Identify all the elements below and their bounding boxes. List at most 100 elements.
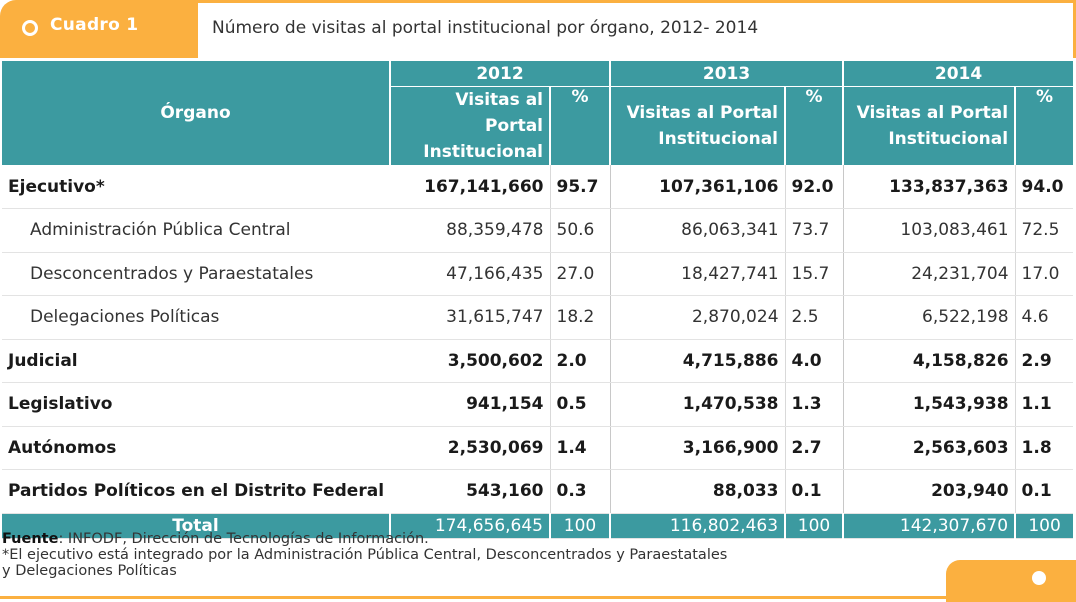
header: Cuadro 1 Número de visitas al portal ins… <box>0 0 1076 58</box>
row-label: Judicial <box>2 339 390 383</box>
pct-2012: 1.4 <box>549 426 611 470</box>
ejecutivo-note-line2: y Delegaciones Políticas <box>2 563 177 579</box>
pct-2013: 15.7 <box>784 252 844 296</box>
pct-header-2013: % <box>784 86 844 165</box>
fuente-text: : INFODF, Dirección de Tecnologías de In… <box>58 531 429 547</box>
total-pct-2012: 100 <box>548 513 611 539</box>
visitas-2014: 2,563,603 <box>842 426 1016 470</box>
visitas-header-2012: Visitas al Portal Institucional <box>389 86 550 165</box>
circle-icon <box>22 20 38 36</box>
table-row: Administración Pública Central 88,359,47… <box>2 208 1074 253</box>
visitas-2014: 24,231,704 <box>842 252 1016 296</box>
footnotes: Fuente: INFODF, Dirección de Tecnologías… <box>2 531 727 579</box>
pct-2014: 0.1 <box>1014 469 1074 514</box>
visitas-2013: 88,033 <box>609 469 786 514</box>
year-header-row: Órgano 2012 2013 2014 <box>2 61 1074 166</box>
total-label: Total <box>2 513 390 539</box>
pct-2014: 72.5 <box>1014 208 1074 253</box>
table-row: Autónomos 2,530,069 1.4 3,166,900 2.7 2,… <box>2 426 1074 470</box>
pct-2012: 0.5 <box>549 382 611 427</box>
visitas-2012: 3,500,602 <box>390 339 550 383</box>
pct-2014: 1.1 <box>1014 382 1074 427</box>
visitas-2014: 133,837,363 <box>842 165 1016 209</box>
visitas-2013: 86,063,341 <box>609 208 786 253</box>
subheader-row: Visitas al Portal Institucional % Visita… <box>2 86 1074 165</box>
pct-2014: 1.8 <box>1014 426 1074 470</box>
cuadro-label: Cuadro 1 <box>50 15 139 35</box>
pct-2012: 50.6 <box>549 208 611 253</box>
pct-2013: 2.7 <box>784 426 844 470</box>
total-pct-2014: 100 <box>1014 513 1074 539</box>
pct-header-2014: % <box>1014 86 1074 165</box>
pct-2014: 17.0 <box>1014 252 1074 296</box>
visitas-header-2014: Visitas al Portal Institucional <box>842 86 1016 165</box>
visitas-2012: 941,154 <box>390 382 550 427</box>
visitas-2014: 4,158,826 <box>842 339 1016 383</box>
row-label: Administración Pública Central <box>2 208 390 253</box>
pct-2013: 73.7 <box>784 208 844 253</box>
table-row: Partidos Políticos en el Distrito Federa… <box>2 469 1074 514</box>
year-2013-header: 2013 <box>609 61 844 87</box>
fuente-label: Fuente <box>2 531 59 547</box>
title-top-rule <box>198 0 1076 3</box>
row-label: Legislativo <box>2 382 390 427</box>
pct-2014: 2.9 <box>1014 339 1074 383</box>
visitas-2013: 107,361,106 <box>609 165 786 209</box>
visitas-2014: 203,940 <box>842 469 1016 514</box>
row-label: Desconcentrados y Paraestatales <box>2 252 390 296</box>
pct-2012: 27.0 <box>549 252 611 296</box>
visitas-2012: 2,530,069 <box>390 426 550 470</box>
visitas-2012: 31,615,747 <box>390 295 550 340</box>
visits-table: Órgano 2012 2013 2014 Visitas al Portal … <box>2 61 1074 539</box>
organo-header: Órgano <box>2 61 390 166</box>
total-visitas-2014: 142,307,670 <box>842 513 1016 539</box>
footer-rule <box>0 596 946 599</box>
cuadro-tab: Cuadro 1 <box>0 0 198 55</box>
visitas-2014: 103,083,461 <box>842 208 1016 253</box>
pct-header-2012: % <box>548 86 611 165</box>
visitas-2012: 88,359,478 <box>390 208 550 253</box>
visitas-2014: 1,543,938 <box>842 382 1016 427</box>
row-label: Ejecutivo* <box>2 165 390 209</box>
pct-2012: 0.3 <box>549 469 611 514</box>
table-row: Desconcentrados y Paraestatales 47,166,4… <box>2 252 1074 296</box>
pct-2013: 2.5 <box>784 295 844 340</box>
visitas-2012: 47,166,435 <box>390 252 550 296</box>
tab-bottom-rule <box>0 55 198 58</box>
table-row: Judicial 3,500,602 2.0 4,715,886 4.0 4,1… <box>2 339 1074 383</box>
total-visitas-2012: 174,656,645 <box>389 513 550 539</box>
table-row: Delegaciones Políticas 31,615,747 18.2 2… <box>2 295 1074 340</box>
pct-2014: 4.6 <box>1014 295 1074 340</box>
pct-2012: 2.0 <box>549 339 611 383</box>
visitas-2013: 1,470,538 <box>609 382 786 427</box>
visitas-2014: 6,522,198 <box>842 295 1016 340</box>
fuente-note: Fuente: INFODF, Dirección de Tecnologías… <box>2 531 727 547</box>
table-title: Número de visitas al portal instituciona… <box>212 18 759 38</box>
row-label: Partidos Políticos en el Distrito Federa… <box>2 469 390 514</box>
table-row: Ejecutivo* 167,141,660 95.7 107,361,106 … <box>2 165 1074 209</box>
pct-2012: 95.7 <box>549 165 611 209</box>
visitas-header-2013: Visitas al Portal Institucional <box>609 86 786 165</box>
pct-2013: 1.3 <box>784 382 844 427</box>
ejecutivo-note-line1: *El ejecutivo está integrado por la Admi… <box>2 547 728 563</box>
visitas-2012: 543,160 <box>390 469 550 514</box>
total-row: Total 174,656,645 100 116,802,463 100 14… <box>2 513 1074 539</box>
visitas-2013: 3,166,900 <box>609 426 786 470</box>
pct-2013: 0.1 <box>784 469 844 514</box>
table-row: Legislativo 941,154 0.5 1,470,538 1.3 1,… <box>2 382 1074 427</box>
row-label: Autónomos <box>2 426 390 470</box>
dot-icon <box>1032 571 1046 585</box>
visitas-2013: 18,427,741 <box>609 252 786 296</box>
pct-2012: 18.2 <box>549 295 611 340</box>
pct-2013: 4.0 <box>784 339 844 383</box>
year-2012-header: 2012 <box>388 61 611 87</box>
total-visitas-2013: 116,802,463 <box>609 513 786 539</box>
footer-corner-tab <box>946 560 1076 602</box>
year-2014-header: 2014 <box>842 61 1074 87</box>
visitas-2012: 167,141,660 <box>390 165 550 209</box>
total-pct-2013: 100 <box>784 513 844 539</box>
visitas-2013: 2,870,024 <box>609 295 786 340</box>
pct-2014: 94.0 <box>1014 165 1074 209</box>
title-right-rule <box>1073 0 1076 58</box>
pct-2013: 92.0 <box>784 165 844 209</box>
